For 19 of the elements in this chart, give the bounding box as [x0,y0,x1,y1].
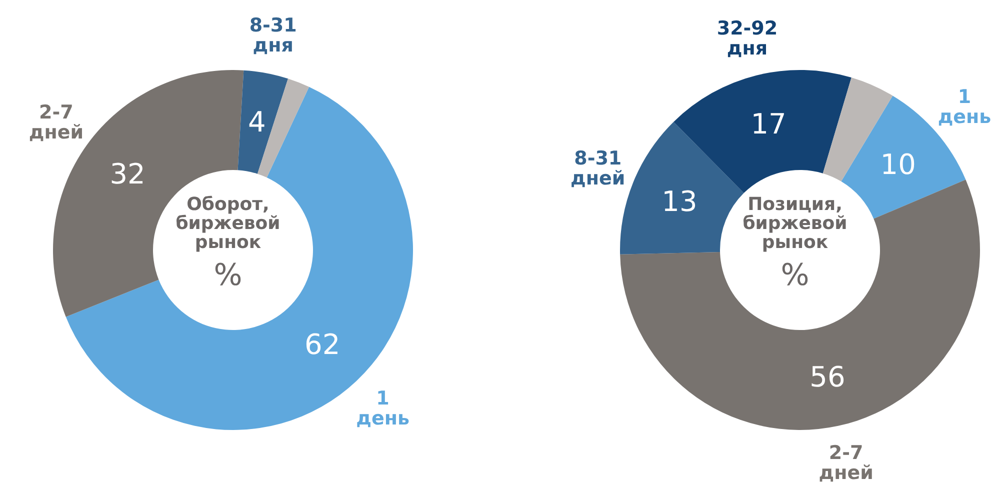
slice-label: 2-7 дней [818,442,874,483]
data-label: 10 [880,148,916,182]
data-label: 32 [110,157,146,190]
data-label: 4 [248,106,266,139]
slice-label: 2-7 дней [28,101,84,144]
text: % [780,258,810,293]
data-label: 13 [662,184,698,218]
slice-label: 8-31 дня [249,14,297,57]
data-label: 56 [810,360,846,394]
slice-label: 1 день [938,86,992,128]
data-label: 62 [304,328,340,361]
slice-label: 1 день [356,387,410,430]
slice-label: 32-92 дня [716,17,778,60]
text: Оборот, биржевой рынок [174,194,282,253]
donut-slice [238,70,288,174]
slice-label: 8-31 дней [570,147,626,190]
text: Позиция, биржевой рынок [742,194,848,253]
text: % [212,258,244,293]
data-label: 17 [750,107,786,140]
